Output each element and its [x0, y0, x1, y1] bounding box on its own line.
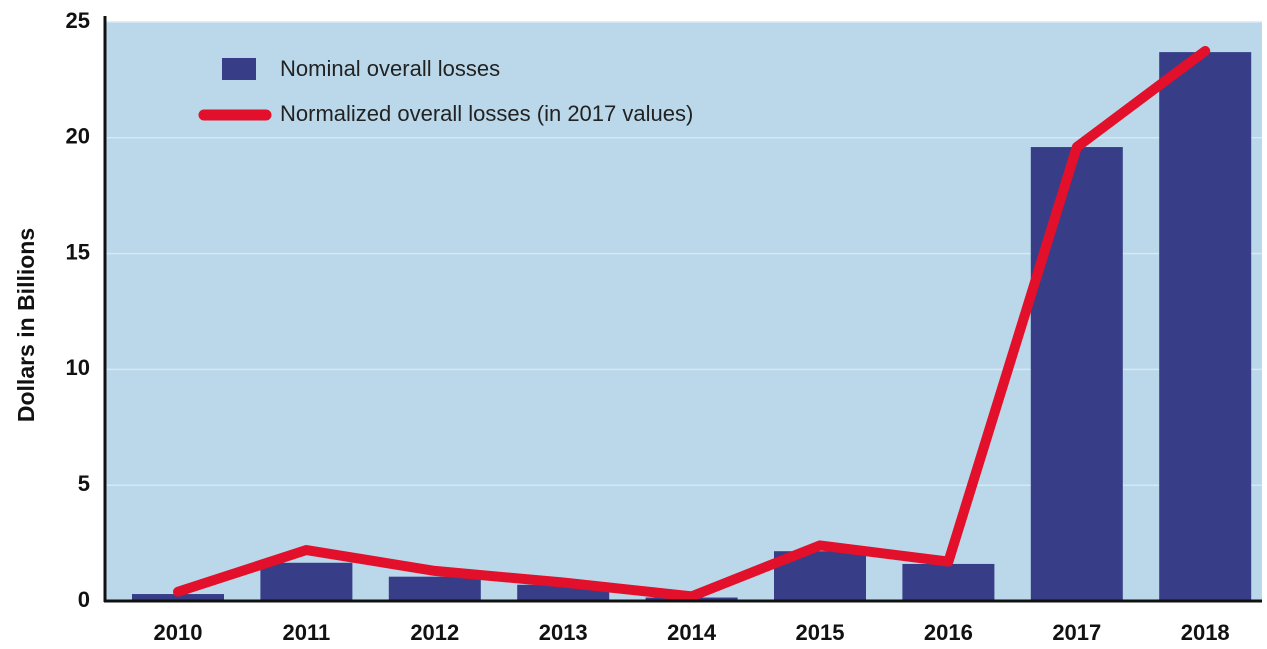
x-tick-label: 2018	[1181, 620, 1230, 645]
bar	[132, 594, 224, 601]
x-tick-label: 2015	[796, 620, 845, 645]
y-tick-label: 10	[66, 355, 90, 380]
y-tick-label: 5	[78, 471, 90, 496]
x-tick-label: 2012	[410, 620, 459, 645]
x-tick-label: 2016	[924, 620, 973, 645]
x-tick-label: 2013	[539, 620, 588, 645]
x-tick-label: 2017	[1052, 620, 1101, 645]
y-tick-label: 15	[66, 239, 90, 264]
bar	[388, 576, 481, 601]
y-tick-label: 25	[66, 8, 90, 33]
legend-label: Nominal overall losses	[280, 56, 500, 81]
line	[173, 45, 1211, 602]
marks	[132, 45, 1252, 602]
bar	[1159, 52, 1252, 601]
x-tick-label: 2011	[283, 620, 331, 645]
y-axis-label: Dollars in Billions	[13, 228, 39, 422]
bar	[1030, 147, 1123, 601]
y-tick-label: 20	[66, 124, 90, 149]
x-tick-label: 2014	[667, 620, 717, 645]
bar	[902, 563, 995, 601]
bar	[260, 562, 353, 601]
x-tick-label: 2010	[154, 620, 203, 645]
legend-swatch-bar	[222, 58, 256, 80]
legend-label: Normalized overall losses (in 2017 value…	[280, 101, 693, 126]
y-tick-label: 0	[78, 587, 90, 612]
